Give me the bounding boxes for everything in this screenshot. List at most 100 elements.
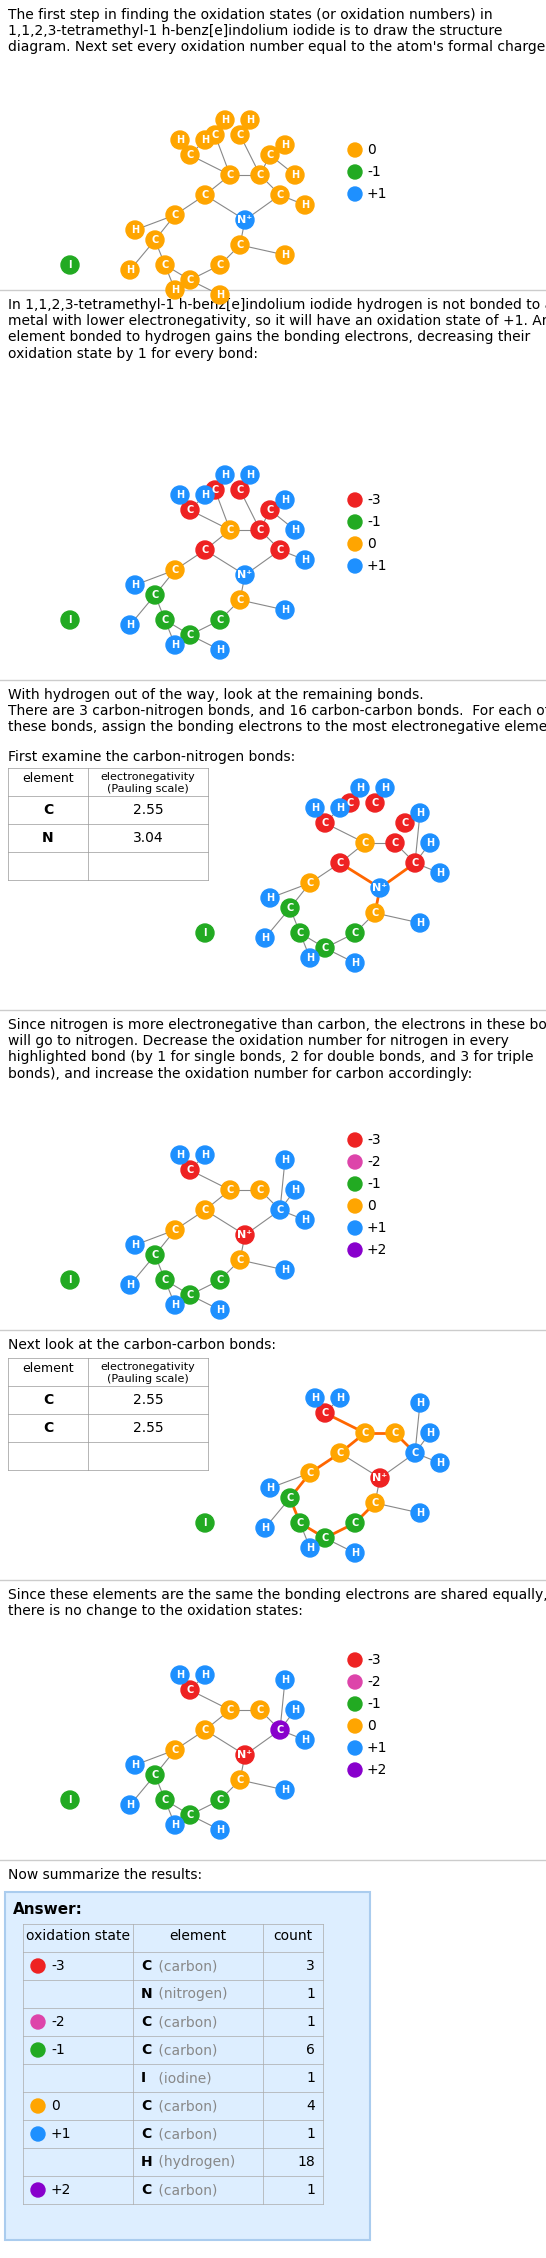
Circle shape [271, 1721, 289, 1739]
Circle shape [156, 255, 174, 273]
Circle shape [286, 522, 304, 540]
Circle shape [411, 914, 429, 933]
Text: H: H [126, 1280, 134, 1289]
Text: C: C [306, 878, 313, 887]
Text: C: C [162, 260, 169, 271]
Circle shape [121, 1795, 139, 1813]
Circle shape [261, 501, 279, 519]
Circle shape [221, 522, 239, 540]
Text: H: H [176, 490, 184, 499]
Circle shape [296, 1732, 314, 1750]
Circle shape [331, 1445, 349, 1461]
Text: 2.55: 2.55 [133, 1393, 163, 1407]
Circle shape [181, 1161, 199, 1179]
Text: H: H [171, 639, 179, 650]
Circle shape [166, 1222, 184, 1240]
Text: H: H [281, 495, 289, 506]
Circle shape [236, 210, 254, 228]
Circle shape [211, 1791, 229, 1809]
Circle shape [296, 196, 314, 215]
Circle shape [126, 1235, 144, 1253]
Circle shape [211, 612, 229, 630]
Text: H: H [436, 867, 444, 878]
Circle shape [301, 1540, 319, 1558]
Circle shape [431, 865, 449, 883]
Text: H: H [281, 251, 289, 260]
Text: +1: +1 [367, 1741, 388, 1754]
Circle shape [331, 854, 349, 872]
Text: C: C [186, 1165, 194, 1174]
Circle shape [256, 1520, 274, 1538]
Text: H: H [216, 646, 224, 655]
Circle shape [171, 131, 189, 149]
Text: H: H [336, 804, 344, 813]
Text: C: C [43, 1393, 53, 1407]
Circle shape [406, 1445, 424, 1461]
Circle shape [301, 948, 319, 966]
Text: Next look at the carbon-carbon bonds:: Next look at the carbon-carbon bonds: [8, 1339, 276, 1353]
Text: C: C [186, 1811, 194, 1820]
Text: C: C [141, 2183, 151, 2197]
Text: H: H [131, 1759, 139, 1770]
Circle shape [166, 560, 184, 578]
Text: H: H [261, 1522, 269, 1533]
Circle shape [276, 1782, 294, 1800]
Circle shape [366, 795, 384, 813]
Circle shape [301, 1463, 319, 1481]
Circle shape [231, 592, 249, 610]
Circle shape [316, 1529, 334, 1547]
Text: C: C [371, 797, 378, 808]
Circle shape [31, 2183, 45, 2197]
Text: 0: 0 [367, 537, 376, 551]
Circle shape [196, 1147, 214, 1165]
Circle shape [276, 1152, 294, 1170]
Text: C: C [141, 2014, 151, 2030]
FancyBboxPatch shape [5, 1892, 370, 2240]
Circle shape [231, 481, 249, 499]
Text: C: C [236, 239, 244, 251]
Text: C: C [186, 275, 194, 285]
Circle shape [221, 1181, 239, 1199]
Text: H: H [426, 838, 434, 849]
Text: C: C [227, 1705, 234, 1716]
Text: C: C [201, 544, 209, 555]
Circle shape [348, 1176, 362, 1190]
Text: In 1,1,2,3-tetramethyl-1 h-benz[e]indolium iodide hydrogen is not bonded to a
me: In 1,1,2,3-tetramethyl-1 h-benz[e]indoli… [8, 298, 546, 361]
Circle shape [221, 1700, 239, 1718]
Circle shape [61, 1791, 79, 1809]
Text: H: H [201, 490, 209, 499]
Text: C: C [216, 260, 224, 271]
Text: I: I [68, 1276, 72, 1285]
Circle shape [121, 616, 139, 634]
Circle shape [276, 135, 294, 154]
Text: I: I [68, 260, 72, 271]
Text: C: C [257, 169, 264, 181]
Text: C: C [361, 1427, 369, 1438]
Text: With hydrogen out of the way, look at the remaining bonds.
There are 3 carbon-ni: With hydrogen out of the way, look at th… [8, 689, 546, 734]
Circle shape [61, 1271, 79, 1289]
Circle shape [348, 492, 362, 508]
Text: C: C [201, 1725, 209, 1734]
Text: C: C [227, 169, 234, 181]
Text: C: C [227, 526, 234, 535]
Circle shape [331, 1389, 349, 1407]
Circle shape [286, 167, 304, 183]
Circle shape [276, 490, 294, 508]
Text: (hydrogen): (hydrogen) [154, 2154, 235, 2170]
Circle shape [196, 1721, 214, 1739]
Circle shape [348, 165, 362, 178]
Circle shape [146, 230, 164, 248]
Text: C: C [266, 506, 274, 515]
Circle shape [411, 1393, 429, 1411]
Text: -2: -2 [367, 1156, 381, 1170]
Text: C: C [43, 1420, 53, 1436]
Circle shape [126, 576, 144, 594]
Text: H: H [351, 1549, 359, 1558]
Circle shape [301, 874, 319, 892]
Text: 4: 4 [306, 2100, 315, 2113]
Circle shape [276, 1671, 294, 1689]
Text: Since these elements are the same the bonding electrons are shared equally, and
: Since these elements are the same the bo… [8, 1587, 546, 1619]
Text: Answer:: Answer: [13, 1901, 83, 1917]
Text: C: C [186, 1684, 194, 1696]
Text: C: C [141, 2043, 151, 2057]
